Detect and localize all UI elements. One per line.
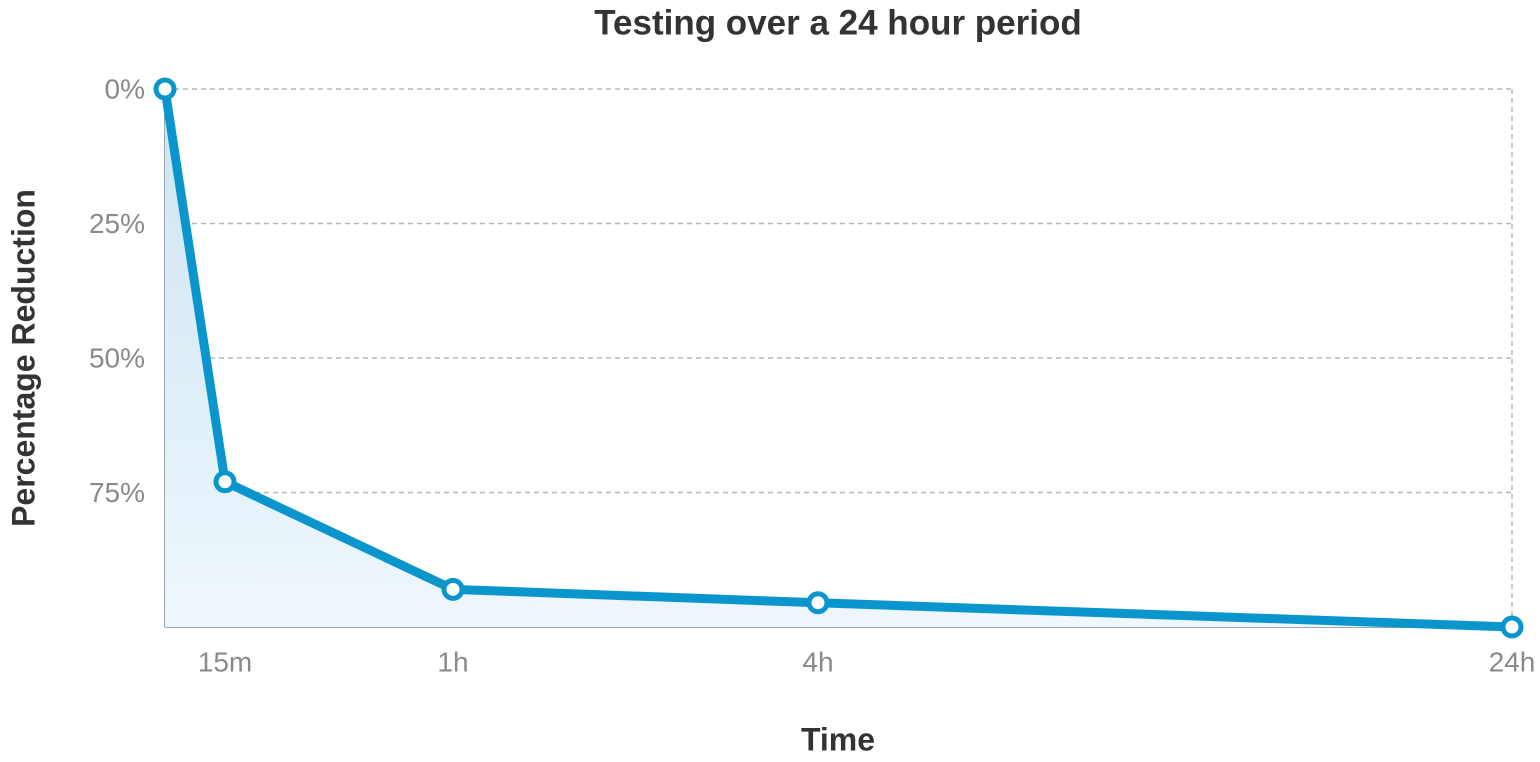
area-fill bbox=[165, 89, 1512, 627]
point bbox=[1500, 615, 1524, 639]
y-tick-label: 0% bbox=[105, 73, 145, 104]
point bbox=[806, 591, 830, 615]
x-tick-label: 4h bbox=[802, 646, 833, 677]
x-tick-label: 24h bbox=[1489, 646, 1536, 677]
y-tick-label: 25% bbox=[89, 208, 145, 239]
x-tick-label: 1h bbox=[437, 646, 468, 677]
point bbox=[213, 470, 237, 494]
point bbox=[441, 577, 465, 601]
chart-title: Testing over a 24 hour period bbox=[594, 3, 1082, 42]
point bbox=[153, 77, 177, 101]
y-tick-label: 75% bbox=[89, 477, 145, 508]
y-tick-label: 50% bbox=[89, 342, 145, 373]
y-axis-title: Percentage Reduction bbox=[5, 189, 41, 527]
x-axis-title: Time bbox=[801, 721, 875, 757]
x-tick-label: 15m bbox=[198, 646, 252, 677]
